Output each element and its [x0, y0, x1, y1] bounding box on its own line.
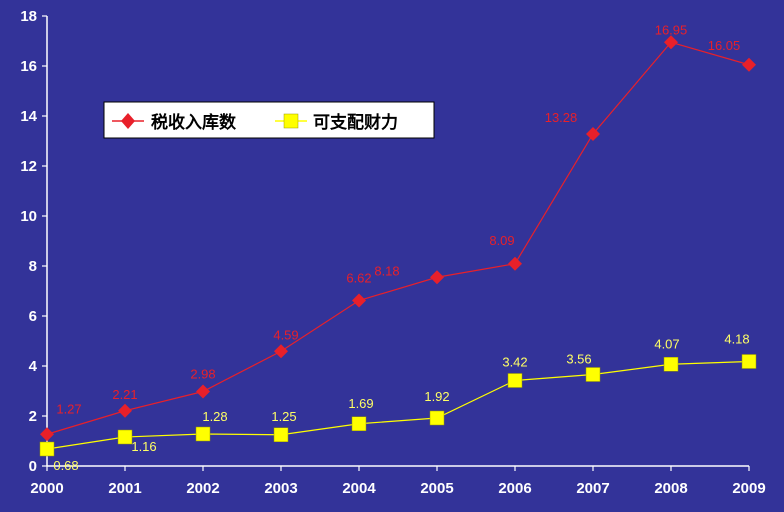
y-tick-label: 12 [20, 158, 37, 175]
y-tick-label: 8 [29, 258, 37, 275]
series-disposable-revenue: 0.68 1.16 1.28 1.25 1.69 1.92 3.42 3.56 4.07 4.18 [39, 332, 757, 473]
data-label: 16.95 [655, 22, 688, 37]
diamond-point [352, 293, 366, 308]
y-axis-ticks: 0 2 4 6 8 10 12 14 16 18 [20, 8, 47, 475]
y-tick-label: 2 [29, 408, 37, 425]
data-label: 4.18 [724, 332, 749, 347]
data-label: 1.28 [202, 409, 227, 424]
data-label: 4.07 [654, 336, 679, 351]
x-tick-label: 2000 [30, 480, 63, 497]
diamond-point [742, 57, 756, 72]
data-label: 2.21 [112, 387, 137, 402]
square-point [429, 410, 445, 426]
diamond-point [430, 270, 444, 285]
square-point [741, 354, 757, 369]
axes [46, 16, 749, 467]
x-tick-label: 2004 [342, 480, 376, 497]
x-tick-label: 2006 [498, 480, 531, 497]
data-label: 6.62 [346, 271, 371, 286]
diamond-point [586, 127, 600, 141]
data-label: 3.56 [566, 352, 591, 367]
y-tick-label: 6 [29, 308, 37, 325]
diamond-point [40, 427, 54, 442]
legend-box [103, 101, 435, 139]
diamond-point [274, 344, 288, 359]
data-label: 1.69 [348, 396, 373, 411]
series-line [46, 41, 750, 435]
legend-diamond-icon [121, 113, 135, 129]
data-label: 1.27 [56, 401, 81, 416]
x-axis-ticks: 2000 2001 2002 2003 2004 2005 2006 2007 2008 2009 [30, 466, 766, 497]
diamond-point [118, 403, 132, 418]
x-tick-label: 2005 [420, 480, 453, 497]
y-tick-label: 0 [29, 458, 37, 475]
y-tick-label: 14 [20, 108, 37, 125]
x-tick-label: 2007 [576, 480, 609, 497]
legend-label-red: 税收入库数 [151, 112, 237, 133]
x-tick-label: 2009 [732, 480, 765, 497]
square-point [663, 357, 679, 372]
x-tick-label: 2002 [186, 480, 219, 497]
diamond-point [664, 35, 678, 50]
diamond-point [196, 384, 210, 399]
data-label: 8.18 [374, 263, 399, 278]
x-tick-label: 2001 [108, 480, 141, 497]
data-label: 8.09 [489, 233, 514, 248]
square-point [585, 367, 601, 382]
data-label: 4.59 [273, 327, 298, 342]
square-point [273, 427, 289, 442]
y-tick-label: 4 [29, 358, 38, 375]
square-point [195, 426, 211, 442]
data-label: 1.16 [131, 439, 156, 454]
data-label: 1.92 [424, 389, 449, 404]
x-tick-label: 2008 [654, 480, 687, 497]
data-label: 1.25 [271, 409, 296, 424]
legend-square-icon [283, 113, 299, 129]
legend: 税收入库数 可支配财力 [103, 101, 435, 139]
series-line [46, 360, 750, 450]
square-point [117, 429, 133, 445]
y-tick-label: 16 [20, 58, 37, 75]
data-label: 13.28 [545, 110, 578, 125]
data-label: 2.98 [190, 367, 215, 382]
legend-label-yellow: 可支配财力 [313, 112, 398, 133]
square-point [351, 416, 367, 431]
y-tick-label: 10 [20, 208, 37, 225]
x-tick-label: 2003 [264, 480, 297, 497]
series-tax-revenue: 1.27 2.21 2.98 4.59 6.62 8.18 8.09 13.28 16.95 16… [40, 22, 756, 442]
square-point [507, 373, 523, 388]
data-label: 3.42 [502, 355, 527, 370]
diamond-point [508, 256, 522, 271]
data-label: 0.68 [53, 458, 78, 473]
square-point [39, 441, 55, 457]
y-tick-label: 18 [20, 8, 37, 25]
data-label: 16.05 [708, 38, 741, 53]
series-layer: 1.27 2.21 2.98 4.59 6.62 8.18 8.09 13.28 16.95 16… [39, 22, 757, 473]
